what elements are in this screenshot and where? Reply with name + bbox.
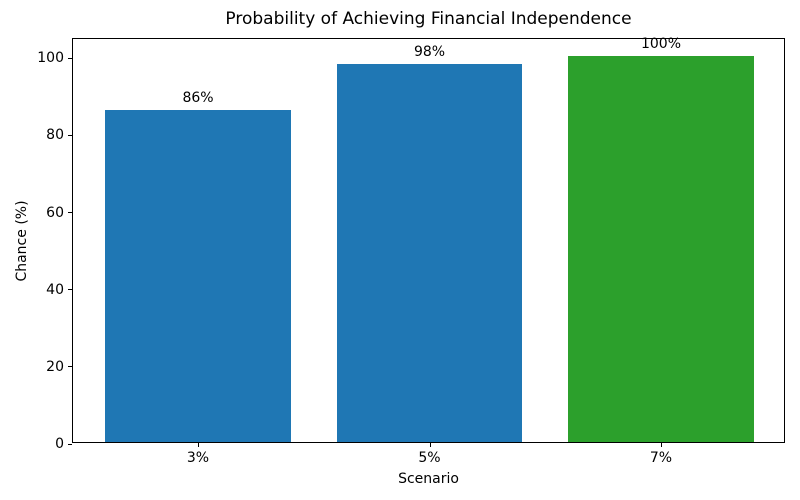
x-tick-mark <box>198 443 199 447</box>
x-axis-label: Scenario <box>398 471 459 487</box>
y-tick-label: 20 <box>46 358 64 375</box>
y-axis-label: Chance (%) <box>14 200 30 282</box>
x-tick-label: 3% <box>186 450 210 466</box>
bar-value-label: 98% <box>413 44 446 60</box>
bar-value-label: 86% <box>182 90 214 107</box>
bar-7% <box>568 56 754 442</box>
plot-area: 0 20 40 60 80 100 86% 3% 98% 5% 100% 7% <box>37 36 785 466</box>
y-tick-mark <box>68 57 72 59</box>
y-tick-label: 80 <box>46 127 64 144</box>
bar-value-label: 100% <box>640 36 681 53</box>
x-tick-label: 5% <box>418 450 441 466</box>
x-tick-mark <box>660 443 662 447</box>
y-tick-label: 100 <box>37 50 64 67</box>
bar-5% <box>336 64 523 442</box>
y-tick-label: 60 <box>46 204 64 221</box>
bar-3% <box>105 110 291 442</box>
y-tick-mark <box>68 134 72 136</box>
chart-title: Probability of Achieving Financial Indep… <box>225 9 632 29</box>
y-tick-label: 0 <box>55 436 64 452</box>
y-tick-mark <box>68 289 72 291</box>
x-tick-mark <box>429 443 431 447</box>
y-tick-mark <box>68 212 72 214</box>
x-tick-label: 7% <box>649 450 673 466</box>
y-tick-label: 40 <box>46 281 64 298</box>
y-tick-mark <box>68 366 72 368</box>
y-tick-mark <box>68 443 72 445</box>
